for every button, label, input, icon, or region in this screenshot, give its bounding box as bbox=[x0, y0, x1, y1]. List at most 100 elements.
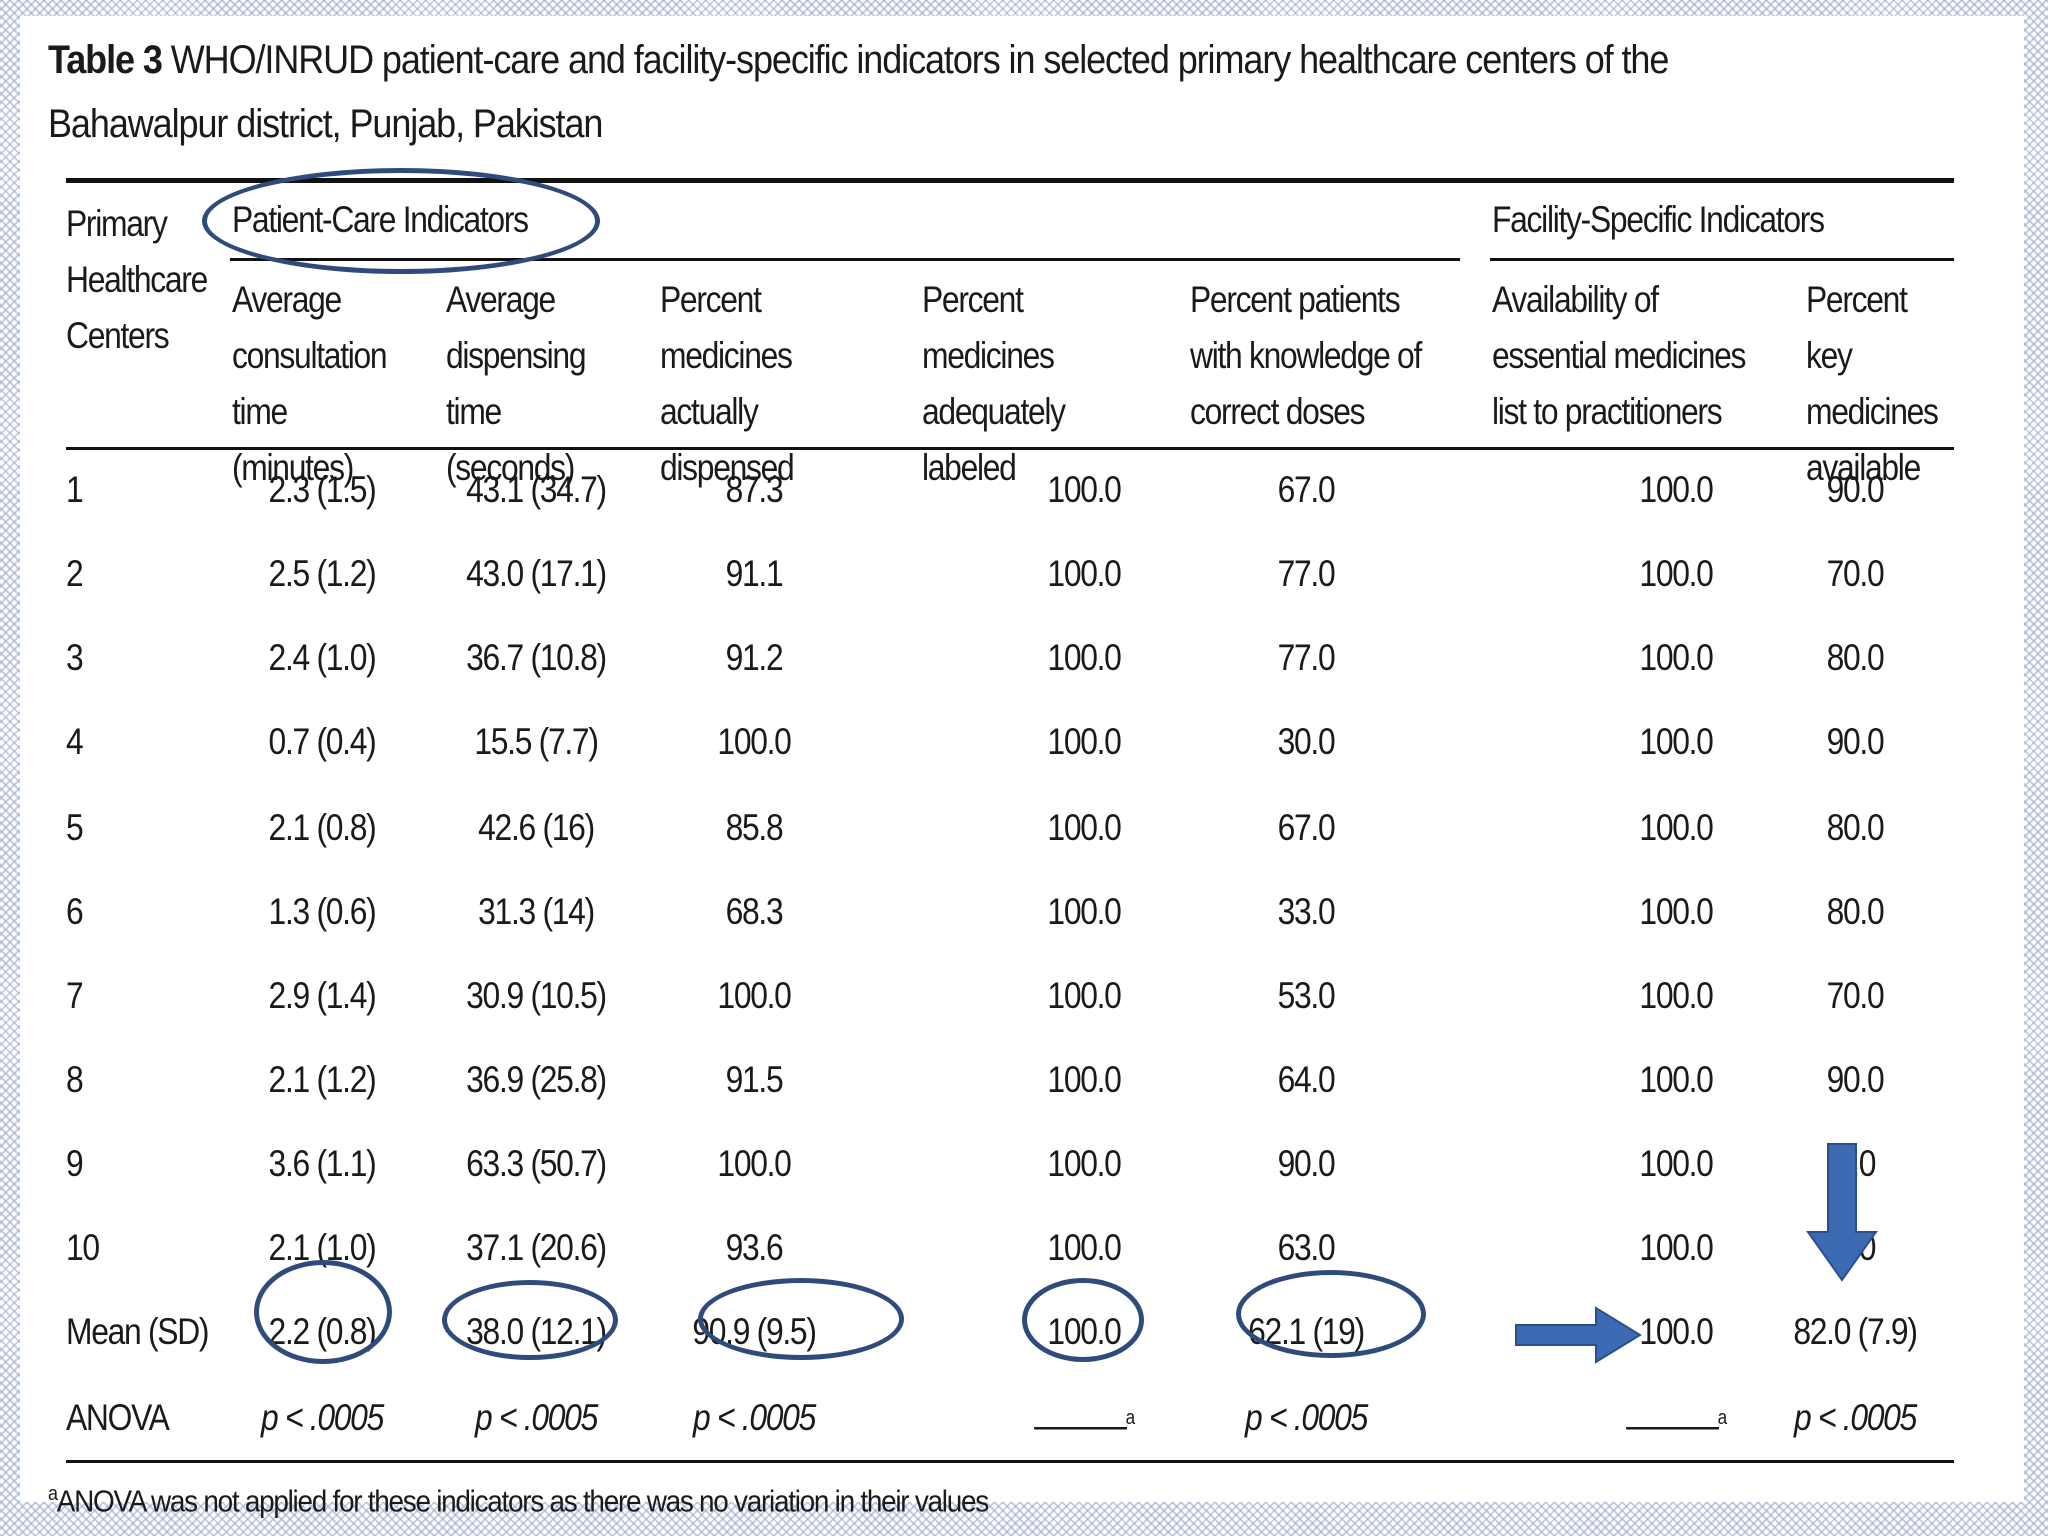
table-cell: 100.0 bbox=[1639, 1143, 1713, 1184]
caption-text: WHO/INRUD patient-care and facility-spec… bbox=[48, 38, 1669, 146]
table-cell: 2.1 (0.8) bbox=[268, 807, 377, 848]
table-cell: 30.9 (10.5) bbox=[466, 975, 607, 1016]
table-cell: 2.1 (1.0) bbox=[268, 1227, 377, 1268]
table-cell: 91.1 bbox=[725, 553, 784, 594]
row-label: ANOVA bbox=[66, 1397, 170, 1438]
row-label: 2 bbox=[66, 553, 84, 594]
table-cell: 68.3 bbox=[725, 891, 784, 932]
table-cell: 100.0 bbox=[1639, 469, 1713, 510]
table-cell: 90.0 bbox=[1826, 469, 1885, 510]
table-cell: 100.0 bbox=[1047, 1311, 1121, 1352]
patient-group-rule bbox=[230, 258, 1460, 261]
table-cell: 63.3 (50.7) bbox=[466, 1143, 607, 1184]
table-cell: p < .0005 bbox=[261, 1397, 384, 1438]
table-cell: 100.0 bbox=[1047, 891, 1121, 932]
table-cell: 90.0 bbox=[1277, 1143, 1336, 1184]
table-cell: 64.0 bbox=[1277, 1059, 1336, 1100]
table-cell: ———a bbox=[1626, 1404, 1728, 1446]
table-cell: 100.0 bbox=[717, 975, 791, 1016]
table-cell: 90.0 bbox=[1826, 721, 1885, 762]
table-cell: 100.0 bbox=[1639, 975, 1713, 1016]
table-cell: 1.3 (0.6) bbox=[268, 891, 377, 932]
row-label: 1 bbox=[66, 469, 84, 510]
table-cell: 100.0 bbox=[717, 1143, 791, 1184]
table-cell: 100.0 bbox=[1047, 1059, 1121, 1100]
table-cell: 67.0 bbox=[1277, 469, 1336, 510]
table-cell: 100.0 bbox=[1639, 1227, 1713, 1268]
table-cell: 100.0 bbox=[1639, 891, 1713, 932]
table-cell: 36.7 (10.8) bbox=[466, 637, 607, 678]
table-cell: 87.3 bbox=[725, 469, 784, 510]
table-caption: Table 3 WHO/INRUD patient-care and facil… bbox=[48, 28, 1776, 156]
slide-panel bbox=[20, 16, 2024, 1502]
table-cell: 0.0 bbox=[1834, 1227, 1877, 1268]
table-cell: 100.0 bbox=[1047, 1143, 1121, 1184]
table-cell: 36.9 (25.8) bbox=[466, 1059, 607, 1100]
table-cell: 100.0 bbox=[1047, 469, 1121, 510]
header-bottom-rule bbox=[66, 447, 1954, 450]
table-cell: 70.0 bbox=[1826, 975, 1885, 1016]
table-cell: 80.0 bbox=[1826, 637, 1885, 678]
row-label: 7 bbox=[66, 975, 84, 1016]
footnote-marker: a bbox=[1717, 1407, 1728, 1429]
table-cell: 3.6 (1.1) bbox=[268, 1143, 377, 1184]
table-cell: 53.0 bbox=[1277, 975, 1336, 1016]
table-cell: 43.0 (17.1) bbox=[466, 553, 607, 594]
row-label: 10 bbox=[66, 1227, 100, 1268]
bottom-rule bbox=[66, 1460, 1954, 1463]
patient-care-group-header: Patient-Care Indicators bbox=[232, 199, 529, 240]
facility-group-header: Facility-Specific Indicators bbox=[1492, 199, 1825, 240]
facility-group-rule bbox=[1490, 258, 1954, 261]
row-label: 8 bbox=[66, 1059, 84, 1100]
table-cell: 2.4 (1.0) bbox=[268, 637, 377, 678]
table-cell: 2.9 (1.4) bbox=[268, 975, 377, 1016]
col-header-knowledge: Percent patients with knowledge of corre… bbox=[1190, 279, 1422, 432]
table-cell: 38.0 (12.1) bbox=[466, 1311, 607, 1352]
table-cell: 82.0 (7.9) bbox=[1793, 1311, 1918, 1352]
table-cell: 15.5 (7.7) bbox=[474, 721, 599, 762]
table-cell: 90.0 bbox=[1826, 1059, 1885, 1100]
table-cell: 2.5 (1.2) bbox=[268, 553, 377, 594]
table-cell: 80.0 bbox=[1826, 891, 1885, 932]
table-cell: 90.9 (9.5) bbox=[692, 1311, 817, 1352]
table-cell: 100.0 bbox=[1047, 553, 1121, 594]
table-cell: 70.0 bbox=[1826, 553, 1885, 594]
table-cell: 2.3 (1.5) bbox=[268, 469, 377, 510]
table-cell: 77.0 bbox=[1277, 553, 1336, 594]
table-cell: 100.0 bbox=[1639, 637, 1713, 678]
table-cell: 100.0 bbox=[1639, 553, 1713, 594]
table-cell: 33.0 bbox=[1277, 891, 1336, 932]
table-cell: 93.6 bbox=[725, 1227, 784, 1268]
table-cell: p < .0005 bbox=[693, 1397, 816, 1438]
table-cell: 77.0 bbox=[1277, 637, 1336, 678]
table-cell: 100.0 bbox=[1639, 807, 1713, 848]
row-label: Mean (SD) bbox=[66, 1311, 210, 1352]
table-cell: 100.0 bbox=[1047, 721, 1121, 762]
table-cell: 62.1 (19) bbox=[1248, 1311, 1365, 1352]
table-cell: 100.0 bbox=[1047, 807, 1121, 848]
footnote: aANOVA was not applied for these indicat… bbox=[48, 1483, 989, 1519]
col-header-eml: Availability of essential medicines list… bbox=[1492, 279, 1746, 432]
col-header-dispensing: Average dispensing time (seconds) bbox=[446, 279, 587, 488]
table-cell: 67.0 bbox=[1277, 807, 1336, 848]
table-cell: 100.0 bbox=[1047, 637, 1121, 678]
row-label: 4 bbox=[66, 721, 84, 762]
table-cell: ———a bbox=[1034, 1404, 1136, 1446]
table-cell: 30.0 bbox=[1277, 721, 1336, 762]
table-cell: 31.3 (14) bbox=[478, 891, 595, 932]
table-cell: p < .0005 bbox=[475, 1397, 598, 1438]
table-cell: p < .0005 bbox=[1245, 1397, 1368, 1438]
col-header-consultation: Average consultation time (minutes) bbox=[232, 279, 388, 488]
col-header-key-medicines: Percent key medicines available bbox=[1806, 279, 1939, 488]
footnote-marker: a bbox=[1125, 1407, 1136, 1429]
table-cell: 2.1 (1.2) bbox=[268, 1059, 377, 1100]
table-cell: 0.0 bbox=[1834, 1143, 1877, 1184]
table-cell: 63.0 bbox=[1277, 1227, 1336, 1268]
row-label: 5 bbox=[66, 807, 84, 848]
col-header-labeled: Percent medicines adequately labeled bbox=[922, 279, 1066, 488]
row-label: 9 bbox=[66, 1143, 84, 1184]
table-cell: 43.1 (34.7) bbox=[466, 469, 607, 510]
row-header: Primary Healthcare Centers bbox=[66, 203, 208, 356]
top-rule bbox=[66, 178, 1954, 183]
row-label: 3 bbox=[66, 637, 84, 678]
